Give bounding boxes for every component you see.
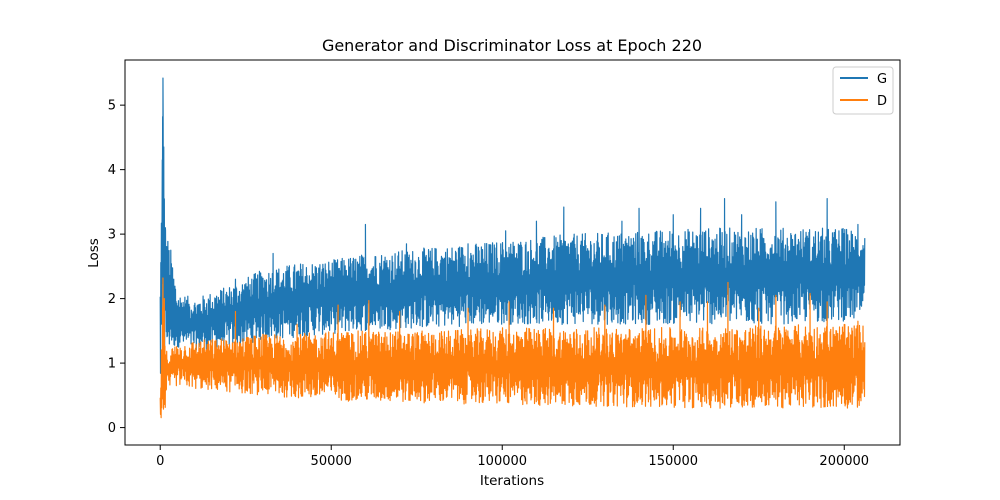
chart-title: Generator and Discriminator Loss at Epoc… <box>322 36 702 55</box>
axes-frame <box>124 59 901 446</box>
y-tick-label: 1 <box>108 357 116 372</box>
legend: G D <box>832 66 894 115</box>
y-tick-label: 0 <box>108 421 116 436</box>
legend-label-g: G <box>877 72 887 87</box>
x-tick-label: 0 <box>156 454 164 469</box>
series-line-g <box>159 77 866 374</box>
y-tick-label: 2 <box>108 292 116 307</box>
plot-area <box>159 77 866 419</box>
x-tick-label: 50000 <box>311 454 352 469</box>
axis-ticks: 0 50000 100000 150000 200000 0 1 2 3 4 5 <box>108 99 869 469</box>
y-tick-label: 5 <box>108 99 116 114</box>
y-axis-label: Loss <box>86 238 102 268</box>
x-axis-label: Iterations <box>480 473 544 489</box>
x-tick-label: 200000 <box>819 454 869 469</box>
x-tick-label: 100000 <box>477 454 527 469</box>
y-tick-label: 3 <box>108 228 116 243</box>
x-tick-label: 150000 <box>648 454 698 469</box>
series-line-d <box>159 277 866 419</box>
legend-label-d: D <box>877 94 887 109</box>
y-tick-label: 4 <box>108 163 116 178</box>
